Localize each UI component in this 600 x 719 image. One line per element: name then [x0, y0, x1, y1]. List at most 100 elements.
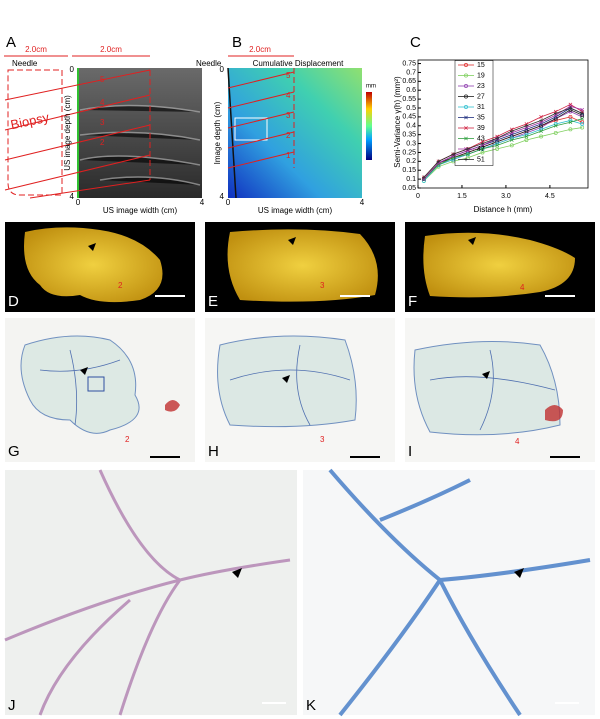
- marker: [580, 116, 584, 121]
- connective-tissue: [4, 469, 291, 716]
- zone-number: 5: [100, 75, 105, 84]
- x-axis-label: Distance h (mm): [474, 205, 533, 214]
- y-tick-label: 0.05: [402, 185, 416, 192]
- tissue-texture: [79, 104, 201, 186]
- marker: [436, 159, 441, 164]
- legend-marker: [464, 115, 468, 120]
- panel-label: E: [208, 293, 218, 310]
- tissue: [423, 232, 575, 298]
- scale-label: 2.0cm: [100, 45, 122, 54]
- marker: [480, 147, 485, 151]
- x-axis-label: US image width (cm): [103, 206, 178, 215]
- y-tick-label: 0.2: [406, 158, 416, 165]
- marker: [495, 146, 500, 151]
- y-tick-label: 0: [70, 65, 75, 74]
- y-axis-label: Image depth (cm): [213, 101, 222, 164]
- panel-label: B: [232, 34, 242, 51]
- x-tick-label: 0: [76, 198, 81, 207]
- legend-marker: [464, 63, 468, 67]
- y-tick-label: 0.15: [402, 167, 416, 174]
- sample-number: 2: [125, 435, 130, 444]
- tissue: [227, 229, 378, 302]
- panel-label: J: [8, 697, 16, 714]
- legend-marker: [464, 105, 468, 109]
- marker: [539, 115, 543, 119]
- marker: [580, 107, 584, 112]
- y-axis-label: Semi-Variance γ(h) (mm²): [393, 76, 402, 168]
- y-tick-label: 0.4: [406, 123, 416, 130]
- scale-label: 2.0cm: [249, 45, 271, 54]
- sample-number: 4: [520, 283, 525, 292]
- y-tick-label: 0.5: [406, 105, 416, 112]
- marker: [422, 175, 426, 180]
- panel-label: C: [410, 34, 421, 51]
- marker: [553, 130, 558, 135]
- zone-number: 4: [100, 98, 105, 107]
- panel-label: H: [208, 443, 219, 460]
- x-tick-label: 3.0: [501, 193, 511, 200]
- displacement-map: [228, 68, 362, 198]
- legend-marker: [464, 157, 468, 162]
- y-tick-label: 0.75: [402, 60, 416, 67]
- panel-label: G: [8, 443, 20, 460]
- x-axis-label: US image width (cm): [258, 206, 333, 215]
- y-tick-label: 0.35: [402, 132, 416, 139]
- legend-marker: [464, 94, 468, 99]
- marker: [495, 136, 499, 141]
- scale-label: 2.0cm: [25, 45, 47, 54]
- series-line: [423, 107, 583, 178]
- marker: [580, 111, 584, 116]
- marker: [553, 111, 558, 116]
- legend-label: 39: [477, 125, 485, 132]
- x-tick-label: 0: [226, 198, 231, 207]
- y-tick-label: 0.45: [402, 114, 416, 121]
- plot-frame: [417, 59, 589, 189]
- legend-label: 19: [477, 72, 485, 79]
- zone-number: 1: [286, 151, 291, 160]
- marker: [539, 134, 544, 139]
- tissue: [24, 227, 163, 303]
- series-line: [423, 111, 583, 180]
- x-tick-label: 4.5: [545, 193, 555, 200]
- zone-number: 3: [100, 118, 105, 127]
- needle-label: Needle: [12, 59, 38, 68]
- zone-number: 5: [286, 71, 291, 80]
- roi-box: [87, 376, 105, 392]
- panel-label: D: [8, 293, 19, 310]
- sample-number: 4: [515, 437, 520, 446]
- zone-number: 4: [286, 91, 291, 100]
- y-tick-label: 4: [220, 192, 225, 201]
- micrograph: [303, 470, 595, 715]
- marker: [539, 118, 543, 123]
- marker: [580, 125, 585, 130]
- panel-label: K: [306, 697, 316, 714]
- legend-label: 51: [477, 156, 485, 163]
- marker: [524, 138, 529, 142]
- y-tick-label: 0.55: [402, 96, 416, 103]
- marker: [480, 141, 485, 146]
- y-tick-label: 0.3: [406, 140, 416, 147]
- panel-label: I: [408, 443, 412, 460]
- x-tick-label: 0: [416, 193, 420, 200]
- legend-label: 43: [477, 135, 485, 142]
- colorbar: [366, 92, 372, 160]
- marker: [553, 123, 558, 128]
- x-tick-label: 1.5: [457, 193, 467, 200]
- series-line: [423, 120, 583, 182]
- marker: [524, 134, 529, 139]
- legend-label: 23: [477, 83, 485, 90]
- series-line: [423, 127, 583, 182]
- legend-marker: [464, 84, 468, 88]
- sample-number: 2: [118, 281, 123, 290]
- marker: [509, 143, 514, 148]
- legend-marker: [464, 126, 468, 130]
- panel-label: A: [6, 34, 16, 51]
- marker: [568, 106, 573, 110]
- x-tick-label: 4: [200, 198, 205, 207]
- zone-lines: [227, 68, 295, 169]
- marker: [451, 152, 455, 157]
- connective-tissue: [328, 468, 591, 717]
- sample-number: 3: [320, 281, 325, 290]
- legend-label: 35: [477, 114, 485, 121]
